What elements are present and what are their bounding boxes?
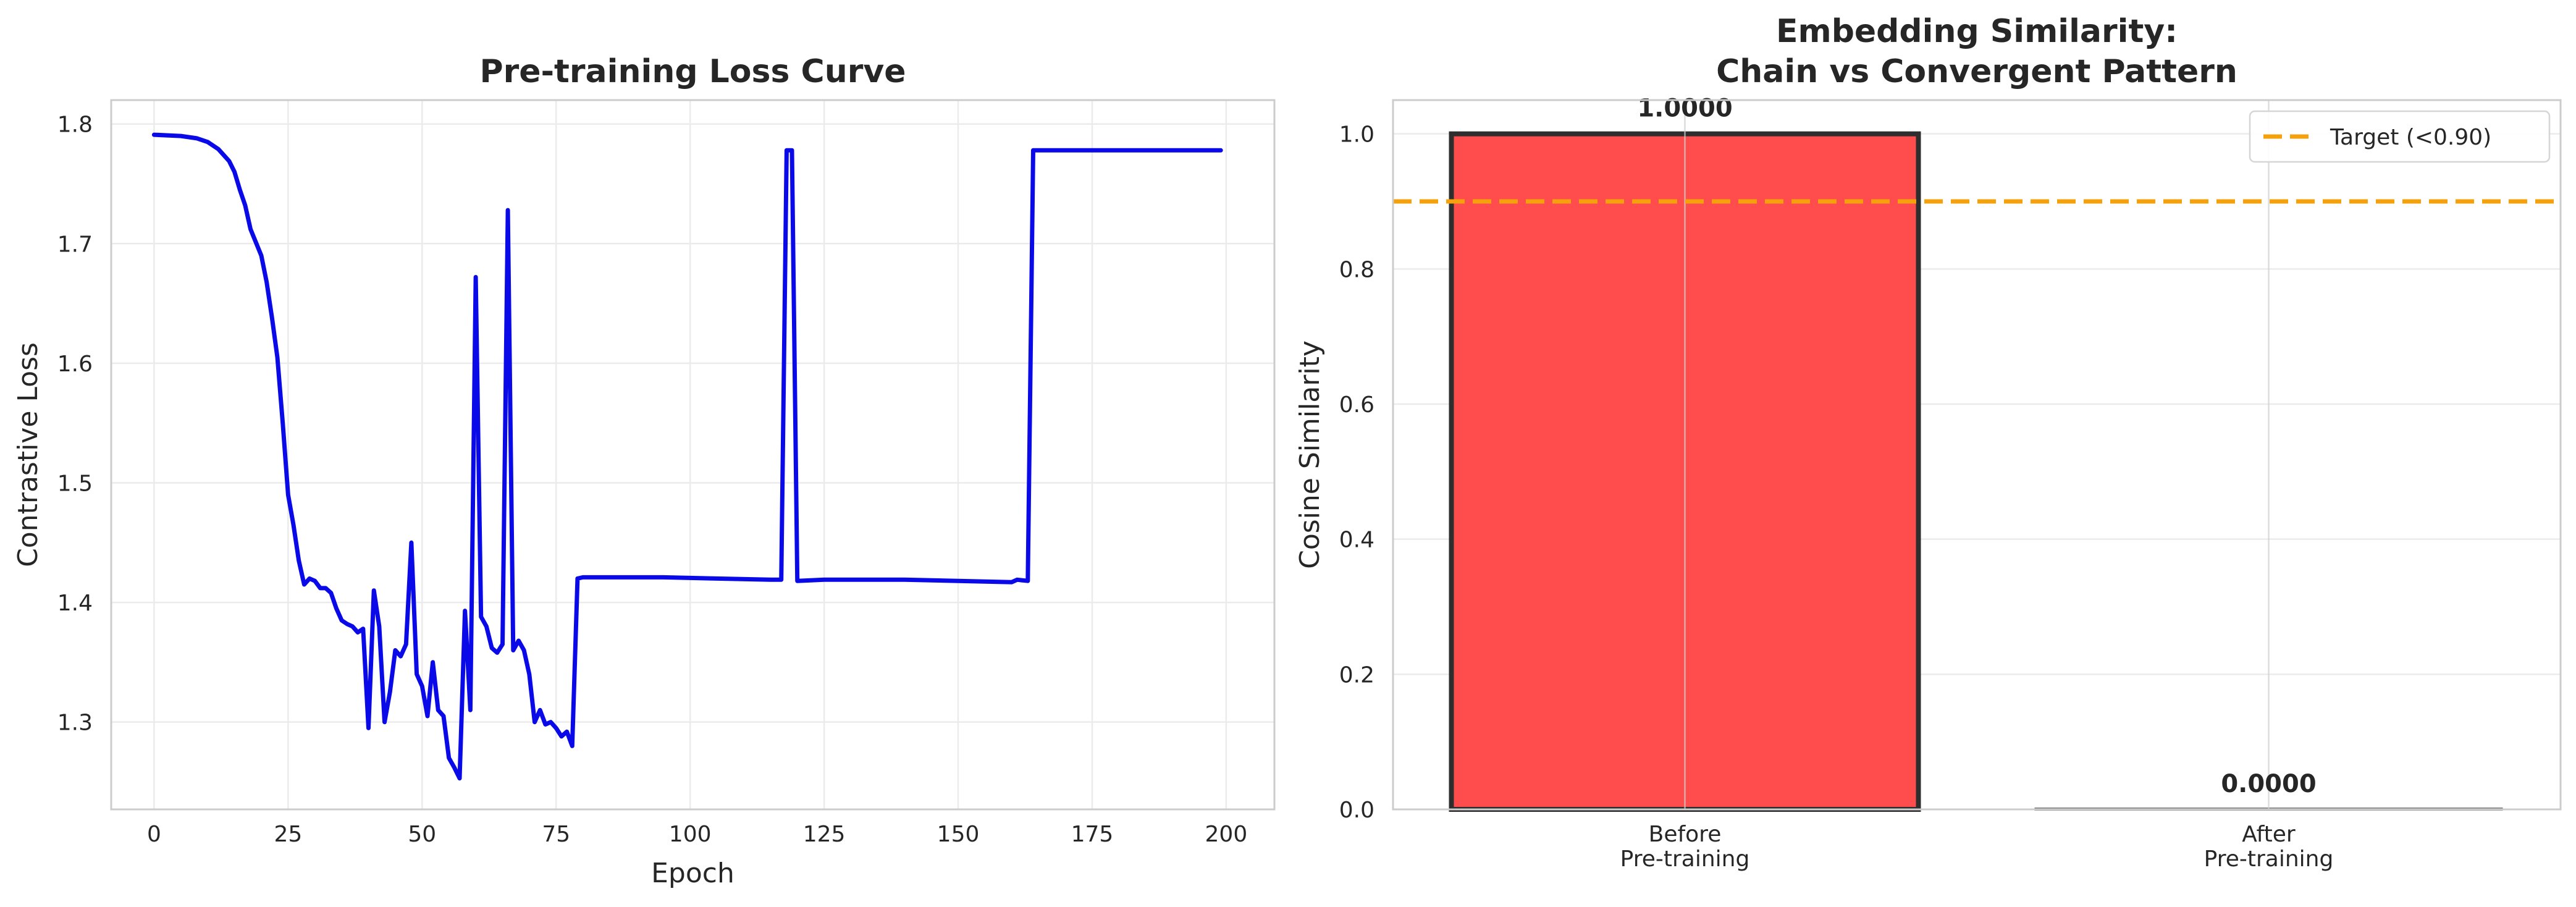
chart-title: Pre-training Loss Curve xyxy=(479,53,906,90)
y-tick-label: 1.3 xyxy=(57,711,93,736)
x-tick-label: 100 xyxy=(669,822,712,847)
x-tick-label: 125 xyxy=(803,822,846,847)
bar-value-label: 1.0000 xyxy=(1637,95,1732,123)
x-tick-label: Before Pre-training xyxy=(1620,822,1750,872)
y-tick-label: 0.2 xyxy=(1339,662,1374,688)
legend-label: Target (<0.90) xyxy=(2330,125,2491,150)
bar-value-label: 0.0000 xyxy=(2221,770,2316,798)
y-axis-label: Contrastive Loss xyxy=(12,342,44,567)
x-tick-label: 150 xyxy=(937,822,980,847)
x-tick-label-line: After xyxy=(2242,822,2296,847)
y-tick-label: 0.8 xyxy=(1339,257,1374,282)
x-tick-label: 200 xyxy=(1205,822,1248,847)
x-tick-label: 175 xyxy=(1071,822,1114,847)
loss-series-line xyxy=(151,132,1223,781)
y-tick-label: 1.0 xyxy=(1339,122,1374,148)
chart-title-line2: Chain vs Convergent Pattern xyxy=(1716,53,2237,90)
plot-frame xyxy=(1392,99,2562,811)
chart-title-line1: Embedding Similarity: xyxy=(1776,13,2178,50)
y-axis-label: Cosine Similarity xyxy=(1294,340,1326,569)
y-tick-label: 0.0 xyxy=(1339,798,1374,823)
x-tick-label: 25 xyxy=(274,822,302,847)
y-tick-label: 0.4 xyxy=(1339,528,1374,553)
loss-curve-chart: 0 25 50 75 100 125 150 175 200 1.3 1.4 1.5 1.6 1.7 1.8… xyxy=(12,53,1276,889)
x-tick-label: 50 xyxy=(408,822,436,847)
y-tick-label: 1.4 xyxy=(57,591,93,616)
y-tick-label: 1.5 xyxy=(57,471,93,496)
x-tick-label: 0 xyxy=(147,822,161,847)
y-tick-label: 1.7 xyxy=(57,232,93,257)
x-axis-label: Epoch xyxy=(651,858,734,889)
plot-frame xyxy=(110,99,1276,811)
x-tick-label: After Pre-training xyxy=(2204,822,2334,872)
legend-box xyxy=(2249,110,2551,163)
x-tick-label-line: Before xyxy=(1649,822,1722,847)
plot-area xyxy=(111,100,1274,809)
y-tick-label: 0.6 xyxy=(1339,392,1374,418)
x-tick-label-line: Pre-training xyxy=(2204,846,2334,872)
y-tick-label: 1.6 xyxy=(57,352,93,377)
x-tick-label-line: Pre-training xyxy=(1620,846,1750,872)
x-tick-label: 75 xyxy=(542,822,570,847)
y-tick-label: 1.8 xyxy=(57,112,93,138)
